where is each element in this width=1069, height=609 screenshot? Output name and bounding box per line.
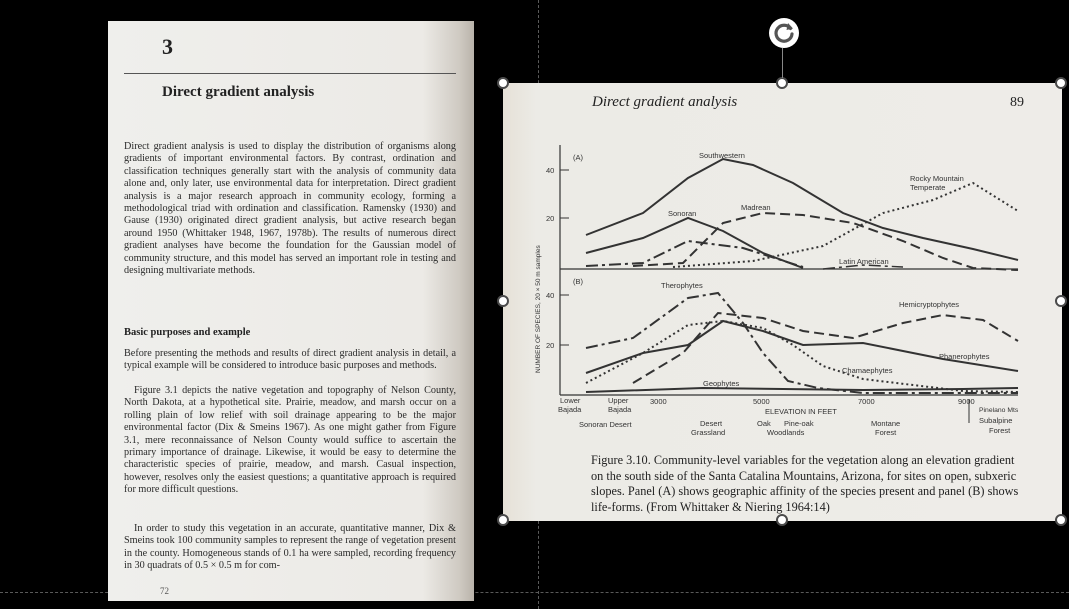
label-sonoran: Sonoran bbox=[668, 209, 696, 218]
veg-forest: Forest bbox=[875, 428, 897, 437]
panel-b-label: (B) bbox=[573, 277, 584, 286]
veg-subalpine-forest: Forest bbox=[989, 426, 1011, 435]
label-chamaephytes: Chamaephytes bbox=[842, 366, 893, 375]
x-tick-9000: 9000 bbox=[958, 397, 975, 406]
label-therophytes: Therophytes bbox=[661, 281, 703, 290]
label-hemicryptophytes: Hemicryptophytes bbox=[899, 300, 959, 309]
x-tick-7000: 7000 bbox=[858, 397, 875, 406]
hemicryptophytes-curve bbox=[633, 313, 1018, 383]
veg-pine-oak: Pine-oak bbox=[784, 419, 814, 428]
sonoran-curve bbox=[586, 218, 803, 268]
x-tick-3000: 3000 bbox=[650, 397, 667, 406]
resize-handle-left[interactable] bbox=[497, 295, 509, 307]
resize-handle-top[interactable] bbox=[776, 77, 788, 89]
veg-grassland: Grassland bbox=[691, 428, 725, 437]
rocky-mountain-curve bbox=[673, 183, 1018, 267]
veg-desert: Desert bbox=[700, 419, 723, 428]
a-tick-20: 20 bbox=[546, 214, 554, 223]
veg-woodlands: Woodlands bbox=[767, 428, 805, 437]
resize-handle-top-right[interactable] bbox=[1055, 77, 1067, 89]
x-tick-5000: 5000 bbox=[753, 397, 770, 406]
resize-handle-bottom-right[interactable] bbox=[1055, 514, 1067, 526]
paragraph-4: In order to study this vegetation in an … bbox=[124, 523, 456, 573]
resize-handle-bottom-left[interactable] bbox=[497, 514, 509, 526]
rotate-icon[interactable] bbox=[768, 17, 800, 49]
chapter-rule bbox=[124, 73, 456, 74]
label-temperate: Temperate bbox=[910, 183, 945, 192]
right-book-page-image[interactable]: Direct gradient analysis 89 40 20 40 20 … bbox=[503, 83, 1062, 521]
zone-upper: Upper bbox=[608, 396, 629, 405]
resize-handle-top-left[interactable] bbox=[497, 77, 509, 89]
zone-bajada-1: Bajada bbox=[558, 405, 582, 414]
figure-caption: Figure 3.10. Community-level variables f… bbox=[591, 453, 1027, 515]
label-southwestern: Southwestern bbox=[699, 151, 745, 160]
label-madrean: Madrean bbox=[741, 203, 771, 212]
left-book-page-image[interactable]: 3 Direct gradient analysis Direct gradie… bbox=[108, 21, 474, 601]
label-phanerophytes: Phanerophytes bbox=[939, 352, 990, 361]
a-tick-40: 40 bbox=[546, 166, 554, 175]
label-rocky-mountain: Rocky Mountain bbox=[910, 174, 964, 183]
folio-number: 72 bbox=[160, 586, 169, 596]
veg-pinelano: Pinelano Mts bbox=[979, 407, 1019, 414]
label-latin-american: Latin American bbox=[839, 257, 889, 266]
y-axis-label: NUMBER OF SPECIES, 20 × 50 m samples bbox=[535, 245, 542, 373]
intro-paragraph: Direct gradient analysis is used to disp… bbox=[124, 141, 456, 277]
geophytes-curve bbox=[586, 388, 1018, 392]
zone-bajada-2: Bajada bbox=[608, 405, 632, 414]
paragraph-2: Before presenting the methods and result… bbox=[124, 348, 456, 373]
zone-lower: Lower bbox=[560, 396, 581, 405]
paragraph-3: Figure 3.1 depicts the native vegetation… bbox=[124, 385, 456, 497]
x-axis-title: ELEVATION IN FEET bbox=[765, 407, 837, 416]
resize-handle-bottom[interactable] bbox=[776, 514, 788, 526]
veg-montane: Montane bbox=[871, 419, 900, 428]
veg-oak: Oak bbox=[757, 419, 771, 428]
section-heading: Basic purposes and example bbox=[124, 327, 250, 338]
b-tick-40: 40 bbox=[546, 291, 554, 300]
phanerophytes-curve bbox=[586, 321, 1018, 373]
veg-subalpine: Subalpine bbox=[979, 416, 1012, 425]
label-geophytes: Geophytes bbox=[703, 379, 740, 388]
veg-sonoran-desert: Sonoran Desert bbox=[579, 420, 632, 429]
chapter-title: Direct gradient analysis bbox=[162, 84, 314, 101]
rotate-handle-stem bbox=[782, 48, 783, 78]
resize-handle-right[interactable] bbox=[1055, 295, 1067, 307]
b-tick-20: 20 bbox=[546, 341, 554, 350]
chapter-number: 3 bbox=[162, 34, 173, 60]
panel-a-label: (A) bbox=[573, 153, 584, 162]
